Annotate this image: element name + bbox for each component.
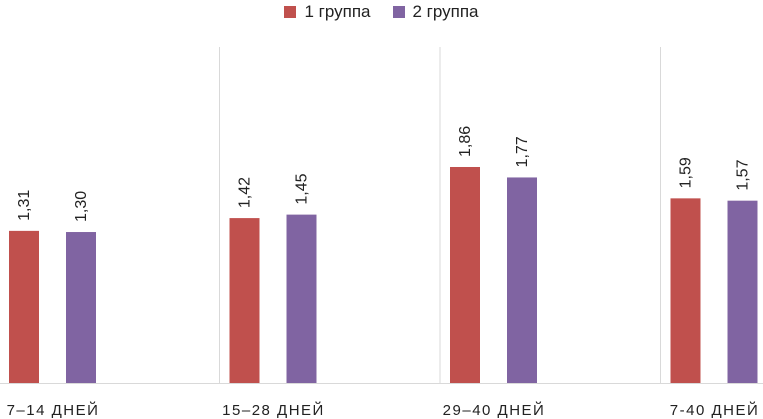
bar-series-2 (507, 177, 537, 383)
data-label: 1,30 (73, 191, 90, 222)
x-tick-label: 7–14 ДНЕЙ (7, 401, 100, 419)
legend-item-series-2: 2 группа (392, 2, 479, 22)
x-tick-label: 7-40 ДНЕЙ (670, 401, 759, 419)
data-label: 1,59 (678, 157, 695, 188)
legend-swatch-series-1 (284, 6, 297, 18)
data-label: 1,31 (16, 190, 33, 221)
legend-label-series-1: 1 группа (304, 2, 371, 21)
data-label: 1,45 (294, 173, 311, 204)
legend-swatch-series-2 (392, 6, 405, 18)
data-label: 1,57 (735, 159, 752, 190)
bar-series-2 (66, 232, 96, 383)
bar-series-1 (9, 230, 39, 383)
bar-series-2 (727, 200, 758, 383)
bar-series-1 (670, 198, 701, 383)
legend-label-series-2: 2 группа (412, 2, 479, 21)
legend: 1 группа 2 группа (0, 0, 763, 24)
x-tick-label: 29–40 ДНЕЙ (443, 401, 546, 419)
data-label: 1,42 (237, 177, 254, 208)
bar-series-1 (450, 166, 480, 383)
x-tick-label: 15–28 ДНЕЙ (222, 401, 325, 419)
bar-series-2 (286, 214, 317, 383)
legend-item-series-1: 1 группа (284, 2, 371, 22)
bar-series-1 (229, 218, 260, 383)
data-label: 1,86 (457, 126, 474, 157)
data-label: 1,77 (514, 136, 531, 167)
